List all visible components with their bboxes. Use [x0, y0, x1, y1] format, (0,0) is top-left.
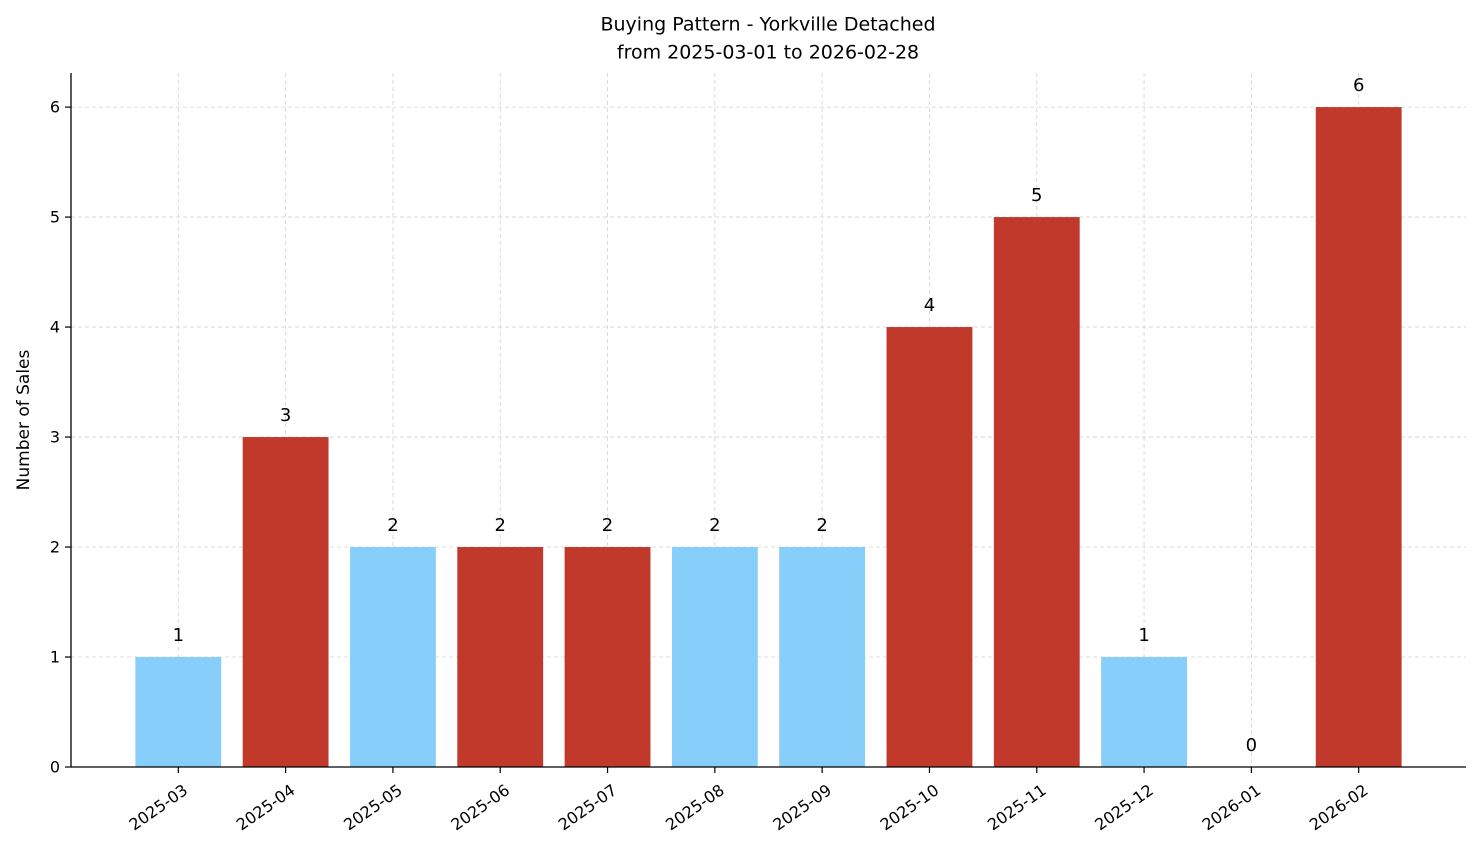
bar — [564, 547, 651, 767]
value-label: 3 — [280, 405, 291, 426]
value-label: 2 — [387, 515, 398, 536]
value-label: 6 — [1353, 75, 1364, 96]
value-label: 0 — [1246, 735, 1257, 756]
x-tick-label: 2025-03 — [126, 780, 192, 834]
value-label: 2 — [816, 515, 827, 536]
x-tick-label: 2025-10 — [877, 780, 943, 834]
bar — [457, 547, 544, 767]
bar — [671, 547, 758, 767]
y-tick-label: 0 — [50, 758, 60, 777]
x-tick-label: 2025-12 — [1091, 780, 1157, 834]
value-label: 5 — [1031, 185, 1042, 206]
chart-subtitle: from 2025-03-01 to 2026-02-28 — [617, 42, 919, 64]
x-tick-label: 2025-08 — [662, 780, 728, 834]
bar — [135, 657, 222, 767]
x-tick-label: 2025-04 — [233, 780, 299, 834]
value-label: 2 — [709, 515, 720, 536]
y-tick-label: 4 — [50, 318, 60, 337]
bar — [1315, 107, 1402, 767]
value-label: 2 — [495, 515, 506, 536]
y-tick-label: 6 — [50, 98, 60, 117]
x-tick-label: 2026-01 — [1199, 780, 1265, 834]
value-label: 1 — [173, 625, 184, 646]
y-tick-label: 1 — [50, 648, 60, 667]
x-tick-label: 2025-06 — [447, 780, 513, 834]
x-tick-label: 2025-05 — [340, 780, 406, 834]
y-axis-label: Number of Sales — [14, 349, 34, 490]
value-label: 4 — [924, 295, 935, 316]
chart-title: Buying Pattern - Yorkville Detached — [600, 14, 935, 36]
y-tick-label: 2 — [50, 538, 60, 557]
bar — [242, 437, 329, 767]
x-tick-label: 2026-02 — [1306, 780, 1372, 834]
bar — [350, 547, 436, 767]
bar — [1101, 657, 1187, 767]
y-tick-label: 3 — [50, 428, 60, 447]
bars — [135, 107, 1402, 768]
value-label: 2 — [602, 515, 613, 536]
y-tick-label: 5 — [50, 208, 60, 227]
x-tick-label: 2025-07 — [555, 780, 621, 834]
x-tick-label: 2025-09 — [769, 780, 835, 834]
value-label: 1 — [1138, 625, 1149, 646]
bar — [886, 327, 973, 767]
bar — [993, 217, 1080, 768]
bar — [779, 547, 866, 767]
x-tick-label: 2025-11 — [984, 780, 1050, 834]
